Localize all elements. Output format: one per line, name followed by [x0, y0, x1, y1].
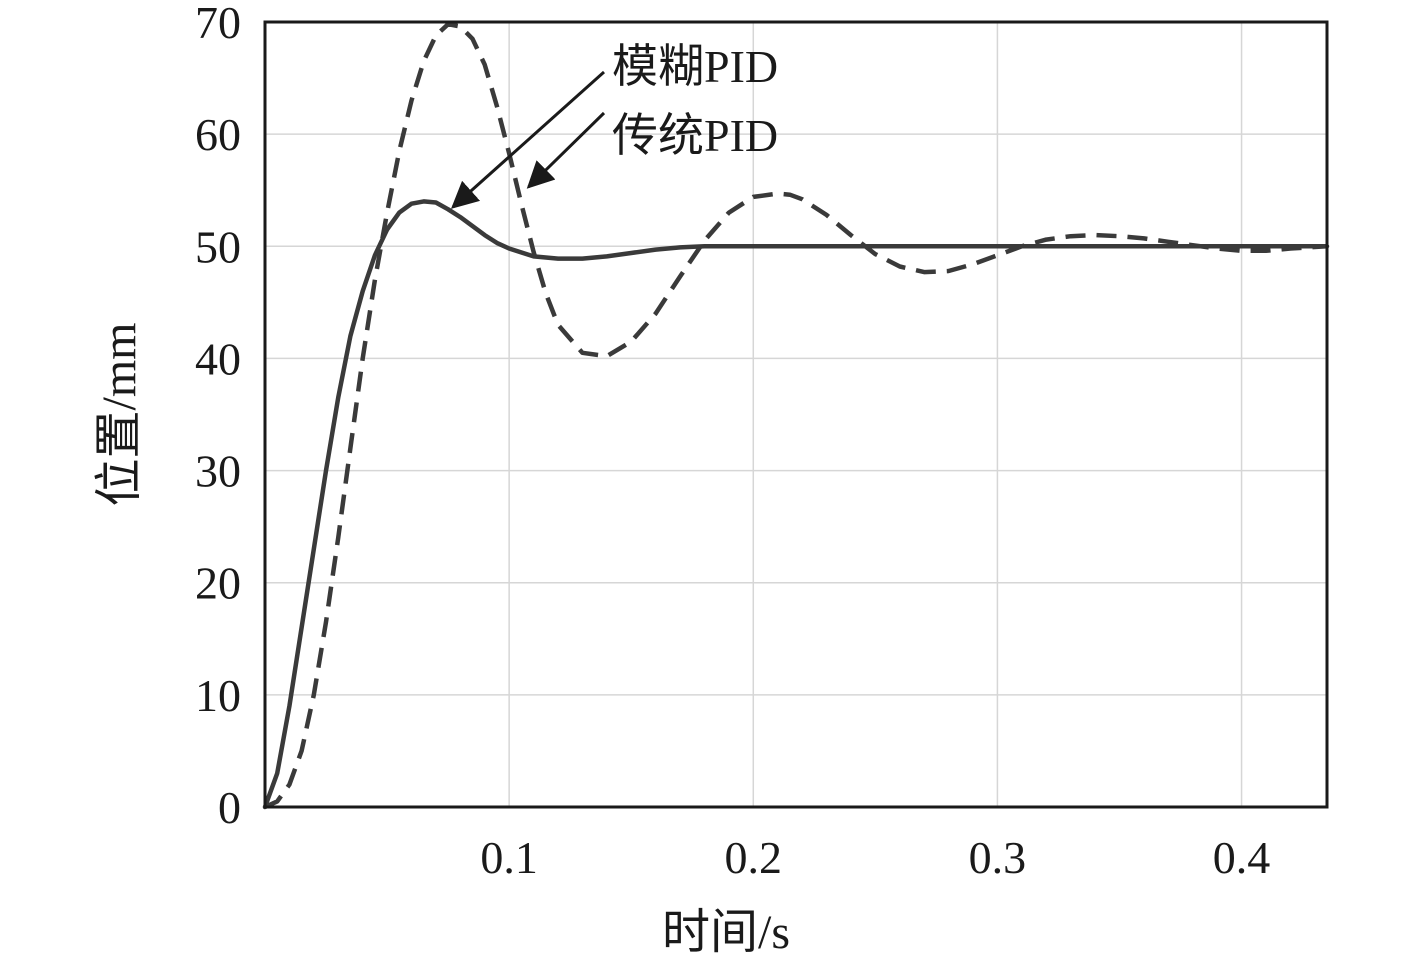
y-axis-ticks: 0 10 20 30 40 50 60 70	[195, 0, 241, 833]
series-line-conventional-pid	[264, 21, 1328, 810]
plot-series	[262, 21, 1330, 810]
annotations: 模糊PID 传统PID	[450, 41, 778, 209]
x-tick-label: 0.2	[725, 832, 783, 883]
y-tick-label: 10	[195, 670, 241, 721]
y-tick-label: 40	[195, 333, 241, 384]
annotation-conventional-pid-arrow	[526, 111, 606, 189]
y-axis-title: 位置/mm	[93, 322, 146, 506]
y-tick-label: 20	[195, 558, 241, 609]
y-tick-label: 70	[195, 0, 241, 48]
x-axis-title: 时间/s	[662, 906, 790, 958]
x-tick-label: 0.3	[969, 832, 1027, 883]
grid	[265, 22, 1327, 807]
series-line-fuzzy-pid	[262, 199, 1330, 810]
y-tick-label: 60	[195, 109, 241, 160]
x-tick-label: 0.4	[1213, 832, 1271, 883]
x-tick-label: 0.1	[480, 832, 538, 883]
y-tick-label: 50	[195, 221, 241, 272]
y-tick-label: 30	[195, 446, 241, 497]
y-tick-label: 0	[218, 782, 241, 833]
plot-frame	[263, 20, 1329, 809]
annotation-fuzzy-pid-label: 模糊PID	[612, 41, 778, 92]
annotation-conventional-pid-label: 传统PID	[612, 110, 778, 161]
annotation-fuzzy-pid-arrow	[450, 70, 605, 209]
x-axis-ticks: 0.1 0.2 0.3 0.4	[480, 832, 1270, 883]
